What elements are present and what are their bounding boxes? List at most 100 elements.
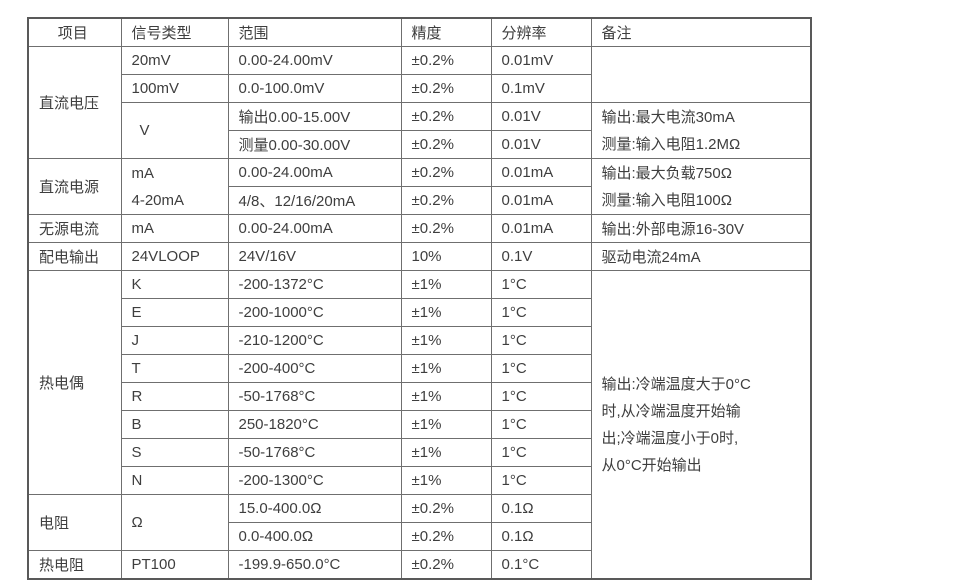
table-row: E -200-1000°C ±1% 1°C [28,298,811,327]
remark-cell: 驱动电流24mA [590,242,812,271]
signal-type-cell: 24VLOOP [120,242,229,271]
table-row: V 输出0.00-15.00V ±0.2% 0.01V 输出:最大电流30mA 测量:输… [28,102,812,159]
resolution-cell: 0.1V [490,242,592,271]
table-row: 4/8、12/16/20mA ±0.2% 0.01mA [28,186,811,215]
accuracy-cell: ±0.2% [400,74,492,103]
accuracy-cell: ±0.2% [400,186,492,215]
accuracy-cell: ±1% [400,466,492,495]
resolution-cell: 0.01V [490,130,592,159]
table-row: R -50-1768°C ±1% 1°C [28,382,811,411]
remark-cell: 输出:最大负载750Ω 测量:输入电阻100Ω [590,158,812,215]
remark-cell: 输出:冷端温度大于0°C 时,从冷端温度开始输 出;冷端温度小于0时, 从0°C… [590,270,812,580]
resolution-cell: 0.01mA [490,186,592,215]
spec-table-body: 直流电压 20mV 0.00-24.00mV ±0.2% 0.01mV 100mV 0.0-… [27,46,812,580]
remark-cell: 输出:最大电流30mA 测量:输入电阻1.2MΩ [590,102,812,159]
signal-type-cell: J [120,326,229,355]
range-cell: -200-1300°C [227,466,402,495]
range-cell: 输出0.00-15.00V [227,102,402,131]
range-cell: 0.00-24.00mA [227,214,402,243]
col-header-accuracy: 精度 [400,17,492,47]
table-header-row: 项目 信号类型 范围 精度 分辨率 备注 [27,17,812,47]
resolution-cell: 1°C [490,270,592,299]
signal-type-cell: K [120,270,229,299]
resolution-cell: 0.01mV [490,46,592,75]
signal-type-cell: Ω [120,494,229,551]
accuracy-cell: ±0.2% [400,550,492,580]
resolution-cell: 1°C [490,438,592,467]
resolution-cell: 0.1Ω [490,494,592,523]
table-row: 0.0-400.0Ω ±0.2% 0.1Ω [28,522,811,551]
range-cell: -50-1768°C [227,382,402,411]
resolution-cell: 0.01mA [490,214,592,243]
accuracy-cell: ±0.2% [400,130,492,159]
resolution-cell: 1°C [490,354,592,383]
signal-type-cell: mA [120,214,229,243]
accuracy-cell: ±0.2% [400,102,492,131]
accuracy-cell: 10% [400,242,492,271]
table-row: 配电输出 24VLOOP 24V/16V 10% 0.1V 驱动电流24mA [27,242,812,271]
range-cell: -50-1768°C [227,438,402,467]
resolution-cell: 1°C [490,298,592,327]
col-header-remark: 备注 [590,17,812,47]
signal-type-cell: 20mV [120,46,229,75]
signal-type-cell: mA 4-20mA [120,158,229,215]
signal-type-cell: T [120,354,229,383]
range-cell: 15.0-400.0Ω [227,494,402,523]
accuracy-cell: ±0.2% [400,214,492,243]
resolution-cell: 0.1°C [490,550,592,580]
accuracy-cell: ±0.2% [400,494,492,523]
accuracy-cell: ±1% [400,410,492,439]
range-cell: 0.0-100.0mV [227,74,402,103]
table-row: 无源电流 mA 0.00-24.00mA ±0.2% 0.01mA 输出:外部电源16-3… [27,214,812,243]
signal-type-cell: V [120,102,229,159]
table-row: 测量0.00-30.00V ±0.2% 0.01V [28,130,811,159]
col-header-signal-type: 信号类型 [120,17,229,47]
range-cell: -200-1372°C [227,270,402,299]
accuracy-cell: ±1% [400,438,492,467]
range-cell: 250-1820°C [227,410,402,439]
item-cell: 配电输出 [27,242,122,271]
table-row: S -50-1768°C ±1% 1°C [28,438,811,467]
item-cell: 热电偶 [27,270,122,495]
signal-type-cell: B [120,410,229,439]
accuracy-cell: ±1% [400,298,492,327]
signal-type-cell: S [120,438,229,467]
resolution-cell: 1°C [490,382,592,411]
accuracy-cell: ±1% [400,382,492,411]
table-row: 100mV 0.0-100.0mV ±0.2% 0.1mV [28,74,811,103]
resolution-cell: 0.01mA [490,158,592,187]
spec-table-container: 项目 信号类型 范围 精度 分辨率 备注 直流电压 20mV 0.00-24.00m… [27,17,812,580]
range-cell: -199.9-650.0°C [227,550,402,580]
remark-cell: 输出:外部电源16-30V [590,214,812,243]
table-row: 热电阻 PT100 -199.9-650.0°C ±0.2% 0.1°C [27,550,811,580]
resolution-cell: 1°C [490,410,592,439]
item-cell: 无源电流 [27,214,122,243]
item-cell: 直流电压 [27,46,122,159]
accuracy-cell: ±1% [400,270,492,299]
table-row: 热电偶 K -200-1372°C ±1% 1°C 输出:冷端温度大于0°C 时,从冷端温… [27,270,812,580]
table-row: T -200-400°C ±1% 1°C [28,354,811,383]
table-row: 直流电源 mA 4-20mA 0.00-24.00mA ±0.2% 0.01mA 输出:最… [27,158,812,215]
range-cell: -200-1000°C [227,298,402,327]
range-cell: 0.00-24.00mA [227,158,402,187]
accuracy-cell: ±1% [400,354,492,383]
resolution-cell: 1°C [490,466,592,495]
resolution-cell: 0.1Ω [490,522,592,551]
resolution-cell: 0.01V [490,102,592,131]
signal-type-cell: R [120,382,229,411]
item-cell: 直流电源 [27,158,122,215]
signal-type-cell: E [120,298,229,327]
accuracy-cell: ±0.2% [400,522,492,551]
item-cell: 热电阻 [27,550,122,580]
range-cell: 4/8、12/16/20mA [227,186,402,215]
range-cell: -200-400°C [227,354,402,383]
col-header-range: 范围 [227,17,402,47]
item-cell: 电阻 [27,494,122,551]
accuracy-cell: ±1% [400,326,492,355]
remark-cell [590,46,812,103]
col-header-resolution: 分辨率 [490,17,592,47]
table-row: B 250-1820°C ±1% 1°C [28,410,811,439]
accuracy-cell: ±0.2% [400,46,492,75]
range-cell: -210-1200°C [227,326,402,355]
range-cell: 0.00-24.00mV [227,46,402,75]
